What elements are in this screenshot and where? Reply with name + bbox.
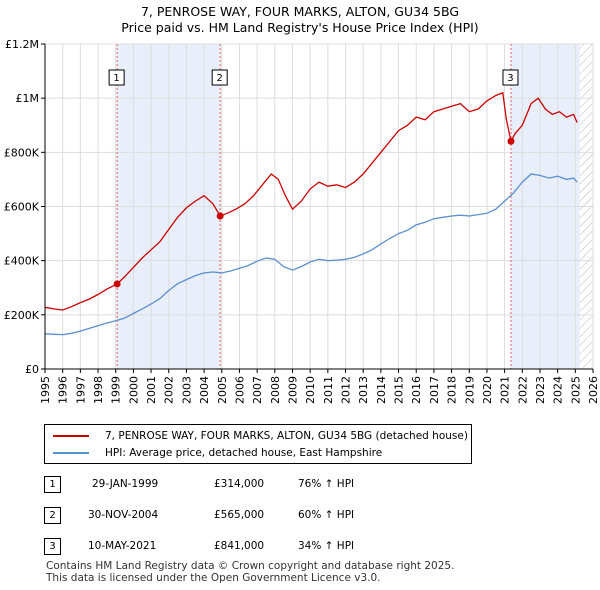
y-tick-label: £1M [16,92,40,105]
sale-price: £314,000 [214,478,265,490]
sale-hpi-change: 60% ↑ HPI [298,509,355,521]
legend-label-hpi: HPI: Average price, detached house, East… [105,447,383,459]
hpi-line [44,173,578,336]
x-tick-label: 1997 [74,376,87,404]
x-tick-label: 2001 [145,376,158,404]
x-tick-label: 2004 [198,376,211,404]
price-chart: 1 2 3 £0 £200K £400K £600K £800K £1M £1.2M 1995 19… [4,38,600,404]
x-tick-label: 2025 [569,376,582,404]
x-tick-label: 2020 [481,376,494,404]
x-tick-label: 2006 [233,376,246,404]
x-tick-label: 2024 [552,376,565,404]
x-tick-label: 2015 [393,376,406,404]
x-tick-label: 2021 [499,376,512,404]
sale-label-box [211,69,228,86]
x-tick-label: 1999 [110,376,123,404]
x-tick-label: 2003 [180,376,193,404]
x-tick-label: 1996 [57,376,70,404]
x-tick-label: 2017 [428,376,441,404]
sale-label-number: 1 [113,73,119,84]
sale-number-badge: 3 [44,538,61,555]
sale-price: £565,000 [214,509,265,521]
sale-point [216,212,224,220]
x-tick-label: 2002 [163,376,176,404]
sale-number-badge: 1 [44,476,61,493]
x-tick-label: 2010 [304,376,317,404]
legend-label-property: 7, PENROSE WAY, FOUR MARKS, ALTON, GU34 … [105,430,468,442]
sale-hpi-change: 34% ↑ HPI [298,540,355,552]
footer-copyright: Contains HM Land Registry data © Crown c… [46,560,455,572]
legend: 7, PENROSE WAY, FOUR MARKS, ALTON, GU34 … [44,424,472,464]
y-tick-label: £1.2M [5,38,39,51]
sale-point [507,137,515,145]
sale-price: £841,000 [214,540,265,552]
x-tick-label: 2013 [357,376,370,404]
y-tick-label: £400K [4,255,40,268]
x-tick-label: 2007 [251,376,264,404]
sale-hpi-change: 76% ↑ HPI [298,478,355,490]
x-tick-label: 2009 [286,376,299,404]
footer-license: This data is licensed under the Open Gov… [46,572,381,584]
x-tick-label: 2008 [269,376,282,404]
sale-label-number: 3 [507,73,513,84]
y-tick-label: £800K [4,146,40,159]
sale-date: 29-JAN-1999 [92,478,159,490]
x-tick-label: 2016 [410,376,423,404]
x-tick-label: 1998 [92,376,105,404]
x-tick-label: 2018 [446,376,459,404]
y-tick-label: £0 [25,363,39,376]
sale-number-badge: 2 [44,507,61,524]
x-tick-label: 2005 [216,376,229,404]
chart-title-line2: Price paid vs. HM Land Registry's House … [121,20,479,35]
x-tick-label: 2011 [322,376,335,404]
legend-entry-hpi: HPI: Average price, detached house, East… [53,445,382,461]
sale-point [113,280,121,288]
y-tick-label: £600K [4,201,40,214]
legend-swatch-property [53,435,89,437]
x-tick-label: 2022 [516,376,529,404]
x-tick-label: 2026 [587,376,600,404]
chart-title-line1: 7, PENROSE WAY, FOUR MARKS, ALTON, GU34 … [140,4,460,19]
x-tick-label: 2012 [340,376,353,404]
sale-label-box [502,69,519,86]
x-tick-label: 2014 [375,376,388,404]
property-price-line [44,91,578,311]
sale-date: 30-NOV-2004 [88,509,159,521]
legend-entry-property: 7, PENROSE WAY, FOUR MARKS, ALTON, GU34 … [53,428,468,444]
x-tick-label: 2000 [127,376,140,404]
x-tick-label: 1995 [39,376,52,404]
x-tick-label: 2023 [534,376,547,404]
x-tick-label: 2019 [463,376,476,404]
sale-label-number: 2 [216,73,222,84]
y-tick-label: £200K [4,309,40,322]
sale-date: 10-MAY-2021 [88,540,157,552]
sale-label-box [108,69,125,86]
legend-swatch-hpi [53,452,89,454]
